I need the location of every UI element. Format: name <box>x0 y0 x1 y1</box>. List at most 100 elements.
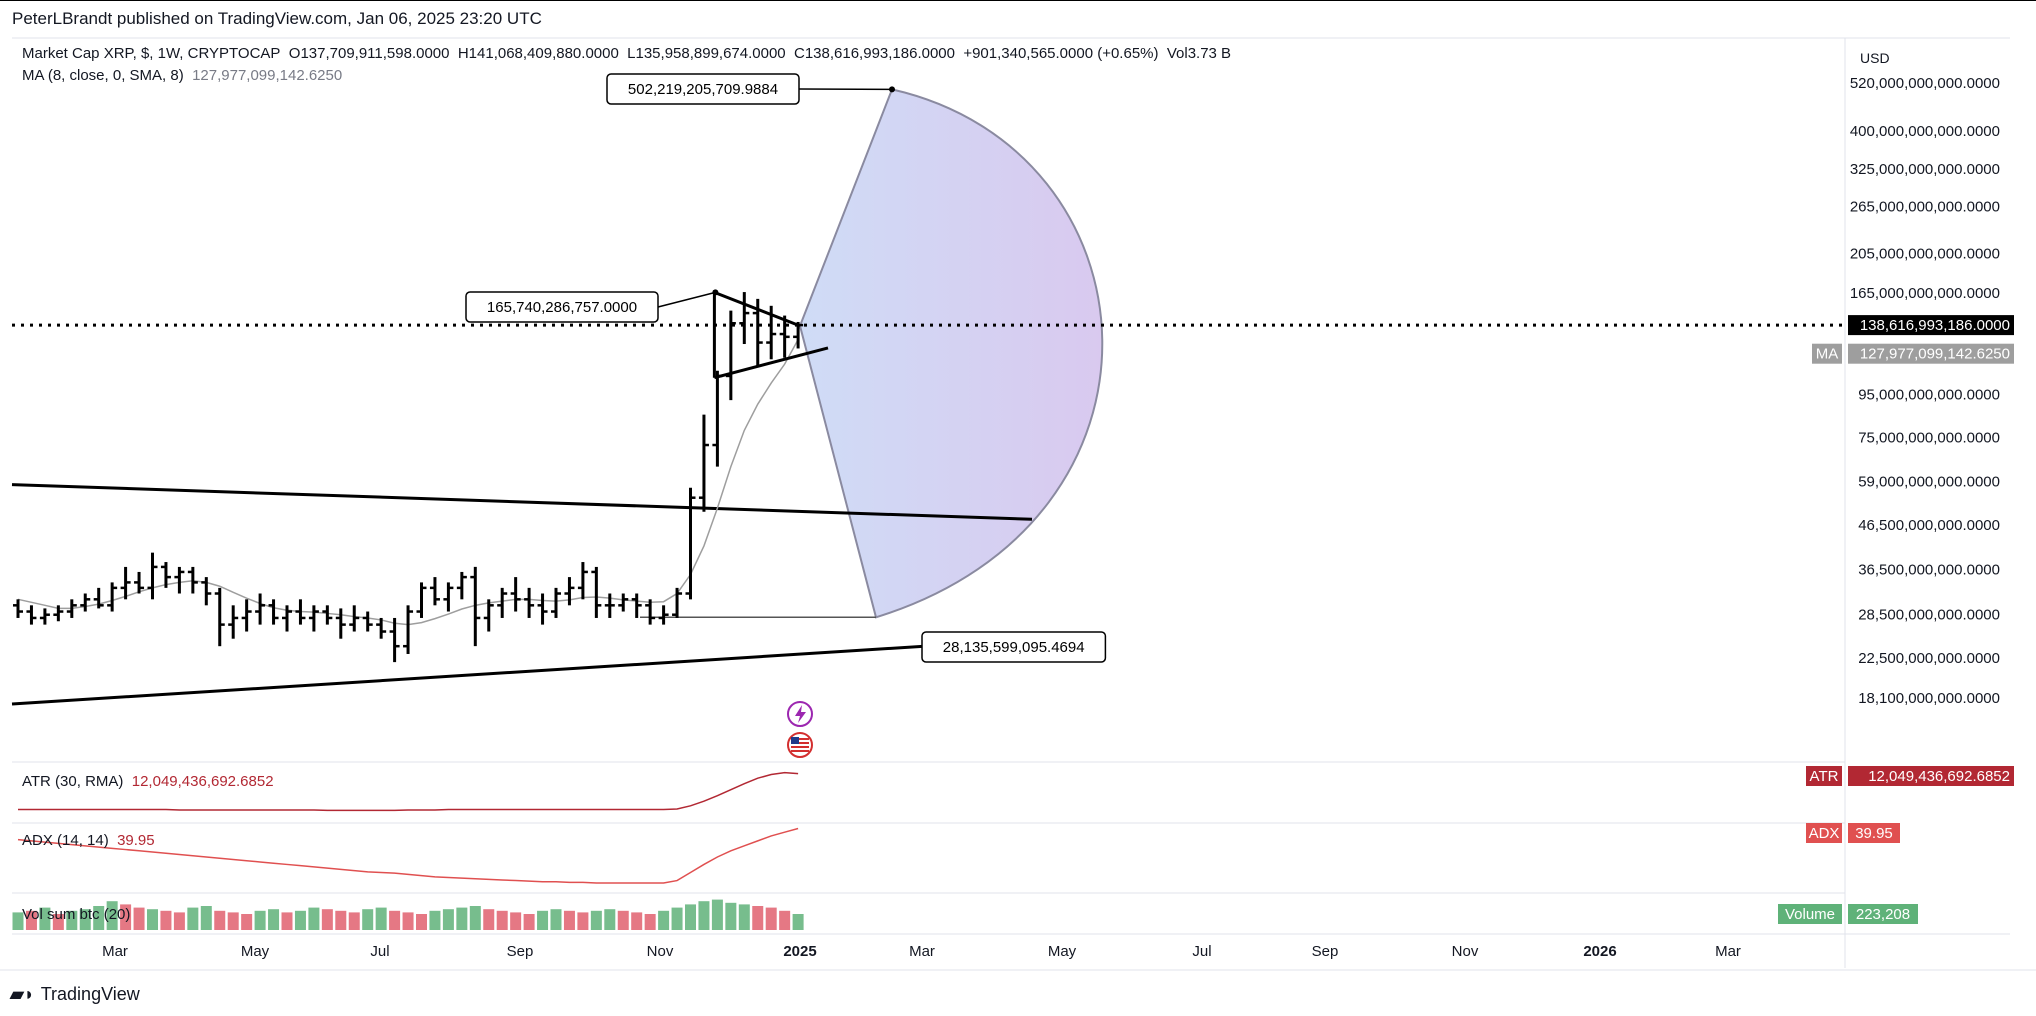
price-tick-label: 36,500,000,000.0000 <box>1858 561 2000 578</box>
volume-bar <box>214 910 226 930</box>
price-axis[interactable]: 520,000,000,000.0000 400,000,000,000.0000… <box>1812 75 2014 707</box>
price-tick-label: 22,500,000,000.0000 <box>1858 650 2000 667</box>
adx-pane: ADX 39.95 <box>17 823 1900 884</box>
ohlc-bar <box>429 577 440 606</box>
tradingview-logo[interactable]: ▰◗ TradingView <box>10 984 140 1005</box>
volume-bar <box>644 914 656 930</box>
ohlc-bar <box>416 582 427 618</box>
volume-tag-label-bg <box>1778 904 1842 924</box>
atr-value: 12,049,436,692.6852 <box>131 773 274 790</box>
ohlc-bar <box>295 599 306 625</box>
volume-bar <box>402 912 414 930</box>
ohlc-bar <box>483 599 494 632</box>
volume-bar <box>294 910 306 930</box>
volume-bar <box>792 914 804 930</box>
time-tick-label: Jul <box>370 943 389 960</box>
ohlc-bar <box>120 566 131 600</box>
pennant-high-callout-dot <box>712 289 719 296</box>
ohlc-bar <box>214 587 225 647</box>
ohlc-bar <box>618 593 629 612</box>
legend-high: H141,068,409,880.0000 <box>457 45 619 62</box>
ohlc-bar <box>672 587 683 618</box>
ohlc-bar <box>698 414 709 512</box>
last-price-tag-text: 138,616,993,186.0000 <box>1860 317 2010 334</box>
vol-legend[interactable]: Vol sum btc (20) <box>22 906 130 923</box>
fan-shape <box>798 88 1104 619</box>
volume-bar <box>173 912 185 930</box>
symbol-legend[interactable]: Market Cap XRP, $, 1W, CRYPTOCAP O137,70… <box>22 45 1231 62</box>
base-low-callout: 28,135,599,095.4694 <box>921 631 1107 663</box>
measured-move-fan <box>798 88 1104 619</box>
volume-bar <box>308 907 320 930</box>
volume-bar <box>550 909 562 930</box>
target-callout: 502,219,205,709.9884 <box>606 73 895 105</box>
time-tick-label: May <box>1048 943 1077 960</box>
volume-bar <box>147 909 158 930</box>
volume-bar <box>429 910 441 930</box>
atr-legend[interactable]: ATR (30, RMA) 12,049,436,692.6852 <box>22 773 274 790</box>
volume-bar <box>577 912 589 930</box>
atr-line <box>18 771 799 812</box>
time-tick-label: Jul <box>1192 943 1211 960</box>
ohlc-bar <box>201 577 212 606</box>
ohlc-bar <box>187 566 198 594</box>
volume-tag-label: Volume <box>1785 906 1835 923</box>
ohlc-bar <box>739 292 750 345</box>
price-tick-label: 28,500,000,000.0000 <box>1858 607 2000 624</box>
channel-lower <box>11 640 986 706</box>
time-tick-label: Mar <box>102 943 128 960</box>
ohlc-bar <box>349 605 360 632</box>
ohlc-bar <box>174 566 185 594</box>
ohlc-bar <box>591 566 602 618</box>
vol-label: Vol sum btc (20) <box>22 906 131 923</box>
tradingview-logo-icon: ▰◗ <box>10 984 35 1004</box>
ohlc-bar <box>779 315 790 358</box>
volume-bar <box>12 912 24 930</box>
adx-label: ADX (14, 14) <box>22 832 109 849</box>
volume-bar <box>39 907 51 930</box>
ohlc-bar <box>53 605 64 622</box>
ohlc-bar <box>685 487 696 600</box>
volume-bar <box>25 910 37 930</box>
time-tick-label: 2026 <box>1583 943 1616 960</box>
volume-bar <box>241 914 253 930</box>
time-tick-label: Nov <box>1452 943 1479 960</box>
ohlc-bar <box>107 582 118 612</box>
adx-tag-label: ADX <box>1809 825 1840 842</box>
volume-bar <box>254 910 266 930</box>
adx-tag-label-bg <box>1806 823 1842 843</box>
ohlc-bar <box>362 611 373 632</box>
volume-bar <box>779 910 791 930</box>
ma-label: MA (8, close, 0, SMA, 8) <box>22 67 184 84</box>
price-tick-label: 75,000,000,000.0000 <box>1858 430 2000 447</box>
volume-bar <box>321 909 333 930</box>
volume-bar <box>133 907 145 930</box>
ohlc-bar <box>282 605 292 632</box>
event-icons[interactable] <box>787 701 813 758</box>
price-callouts: 502,219,205,709.9884 165,740,286,757.0000… <box>465 73 1107 663</box>
price-tick-label: 59,000,000,000.0000 <box>1858 473 2000 490</box>
ohlc-bar <box>403 605 414 654</box>
price-tick-label: 265,000,000,000.0000 <box>1850 198 2000 215</box>
legend-close: C138,616,993,186.0000 <box>794 45 955 62</box>
time-tick-label: May <box>241 943 270 960</box>
volume-bar <box>685 904 696 930</box>
volume-bar <box>631 912 643 930</box>
channel-upper <box>11 483 1033 521</box>
pennant-high-callout: 165,740,286,757.0000 <box>465 289 719 323</box>
pennant-lower <box>714 346 829 380</box>
legend-open: O137,709,911,598.0000 <box>288 45 450 62</box>
adx-legend[interactable]: ADX (14, 14) 39.95 <box>22 832 155 849</box>
price-tick-label: 205,000,000,000.0000 <box>1850 245 2000 262</box>
time-axis[interactable]: Mar May Jul Sep Nov 2025 Mar May Jul Sep Nov 2026 Ma… <box>102 943 1741 960</box>
currency-label[interactable]: USD <box>1860 50 1890 66</box>
time-tick-label: 2025 <box>783 943 816 960</box>
target-callout-box <box>606 73 800 105</box>
ohlc-bar <box>376 617 387 639</box>
ma-legend[interactable]: MA (8, close, 0, SMA, 8) 127,977,099,142… <box>22 67 342 84</box>
volume-bar <box>106 901 118 930</box>
volume-bar <box>658 910 670 930</box>
volume-bar <box>711 899 723 930</box>
ma-tag-label: MA <box>1816 346 1839 363</box>
